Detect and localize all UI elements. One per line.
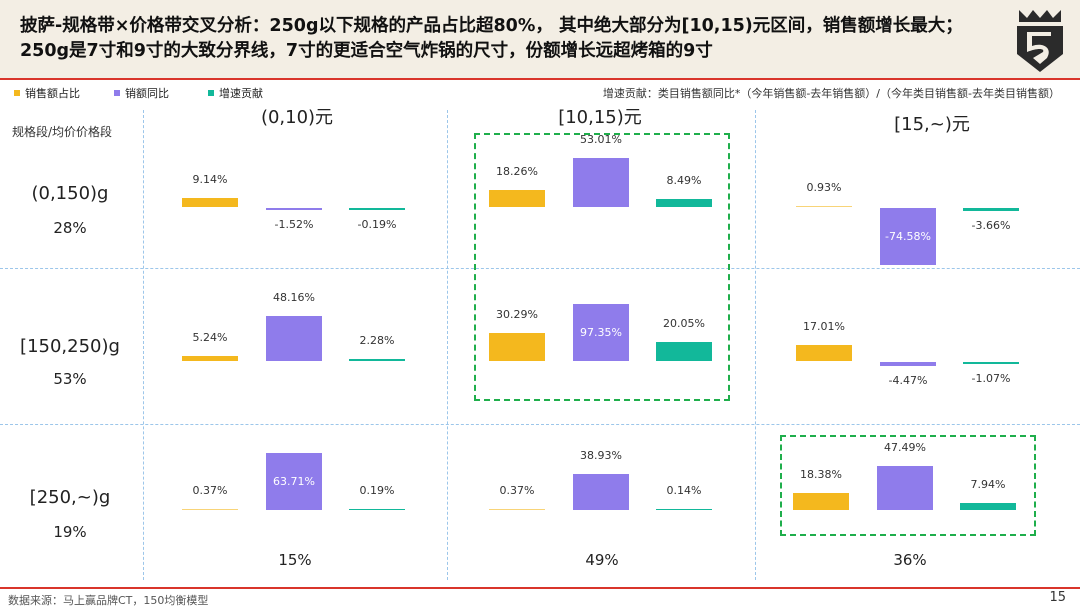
data-label: 18.26% — [496, 165, 538, 179]
row-header: 规格段/均价价格段 — [12, 125, 113, 139]
formula-note: 增速贡献：类目销售额同比*（今年销售额-去年销售额）/（今年类目销售额-去年类目… — [602, 87, 1060, 100]
yoy-bar — [573, 157, 629, 207]
legend-item-yoy: 销额同比 — [114, 85, 169, 101]
data-label: -1.07% — [971, 371, 1011, 385]
data-label: 7.94% — [970, 477, 1006, 491]
contribution-bar — [349, 508, 405, 510]
data-label: -3.66% — [971, 219, 1011, 233]
share-bar — [489, 508, 545, 510]
legend-label: 增速贡献 — [219, 87, 263, 100]
yoy-bar — [877, 465, 933, 510]
data-label: -1.52% — [274, 217, 314, 231]
data-label: 17.01% — [803, 320, 845, 334]
legend-label: 销售额占比 — [25, 87, 80, 100]
highlight-box — [474, 133, 730, 401]
data-label: -0.19% — [357, 217, 397, 231]
grid-line — [755, 110, 756, 580]
yoy-bar — [573, 473, 629, 510]
row-share: 28% — [53, 219, 87, 237]
highlight-box — [780, 435, 1036, 536]
row-label: [250,~)g — [29, 487, 111, 508]
data-label: 0.37% — [499, 483, 535, 497]
contribution-bar — [349, 358, 405, 361]
share-bar — [796, 345, 852, 361]
share-bar — [182, 198, 238, 207]
contribution-bar — [656, 342, 712, 361]
data-label: 48.16% — [273, 291, 315, 305]
row-share: 19% — [53, 523, 87, 541]
contribution-bar — [349, 208, 405, 210]
data-label: 97.35% — [580, 325, 622, 339]
contribution-bar — [656, 508, 712, 510]
data-label: 0.93% — [806, 180, 842, 194]
share-bar — [489, 190, 545, 207]
legend-swatch — [208, 90, 214, 96]
data-label: 2.28% — [359, 333, 395, 347]
column-share: 36% — [893, 551, 927, 569]
legend-swatch — [114, 90, 120, 96]
yoy-bar — [573, 304, 629, 361]
column-header: [10,15)元 — [558, 107, 642, 128]
data-label: -74.58% — [885, 229, 931, 243]
grid-line — [0, 424, 1080, 425]
data-label: 47.49% — [884, 440, 926, 454]
legend-item-share: 销售额占比 — [14, 85, 80, 101]
contribution-bar — [963, 208, 1019, 212]
row-label: (0,150)g — [31, 183, 109, 204]
data-label: 53.01% — [580, 132, 622, 146]
data-label: 0.19% — [359, 483, 395, 497]
legend-label: 销额同比 — [125, 87, 169, 100]
contribution-bar — [656, 199, 712, 207]
grid-line — [143, 110, 144, 580]
data-label: 63.71% — [273, 474, 315, 488]
yoy-bar — [266, 316, 322, 361]
page-title: 披萨-规格带×价格带交叉分析：250g以下规格的产品占比超80%， 其中绝大部分… — [20, 16, 963, 61]
legend-item-contribution: 增速贡献 — [208, 85, 263, 101]
data-label: 20.05% — [663, 317, 705, 331]
data-label: 38.93% — [580, 448, 622, 462]
share-bar — [182, 508, 238, 510]
data-label: 30.29% — [496, 307, 538, 321]
contribution-bar — [960, 502, 1016, 510]
yoy-bar — [266, 208, 322, 210]
row-share: 53% — [53, 370, 87, 388]
yoy-bar — [880, 208, 936, 265]
column-header: [15,~)元 — [894, 114, 970, 135]
column-share: 49% — [585, 551, 619, 569]
share-bar — [182, 356, 238, 361]
footer-divider — [0, 587, 1080, 589]
data-label: 0.14% — [666, 483, 702, 497]
data-label: 0.37% — [192, 483, 228, 497]
contribution-bar — [963, 362, 1019, 364]
column-share: 15% — [278, 551, 312, 569]
header-divider — [0, 78, 1080, 80]
header: 披萨-规格带×价格带交叉分析：250g以下规格的产品占比超80%， 其中绝大部分… — [0, 0, 1080, 78]
grid-line — [447, 110, 448, 580]
row-label: [150,250)g — [20, 336, 120, 357]
data-label: 18.38% — [800, 467, 842, 481]
yoy-bar — [266, 453, 322, 510]
data-label: 9.14% — [192, 173, 228, 187]
legend-swatch — [14, 90, 20, 96]
data-label: 8.49% — [666, 174, 702, 188]
share-bar — [796, 205, 852, 207]
yoy-bar — [880, 362, 936, 367]
grid-line — [0, 268, 1080, 269]
brand-logo — [1017, 10, 1063, 72]
column-header: (0,10)元 — [260, 107, 334, 128]
page-number: 15 — [1049, 590, 1066, 605]
share-bar — [489, 332, 545, 361]
share-bar — [793, 492, 849, 510]
data-label: -4.47% — [888, 374, 928, 388]
data-label: 5.24% — [192, 331, 228, 345]
data-source: 数据来源：马上赢品牌CT，150均衡模型 — [8, 594, 209, 607]
